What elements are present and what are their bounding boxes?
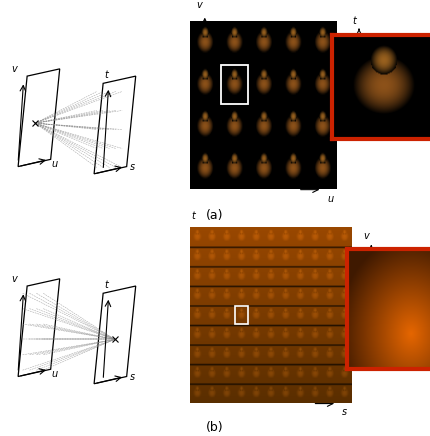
Text: v: v xyxy=(363,231,369,241)
Text: v: v xyxy=(12,274,17,284)
Text: t: t xyxy=(353,16,356,26)
Text: s: s xyxy=(129,162,135,172)
Text: t: t xyxy=(104,280,108,290)
Text: s: s xyxy=(342,407,347,417)
Text: t: t xyxy=(191,211,195,221)
Text: s: s xyxy=(129,372,135,382)
Text: (b): (b) xyxy=(206,421,224,434)
Text: t: t xyxy=(104,70,108,80)
Text: u: u xyxy=(51,368,57,378)
Text: u: u xyxy=(51,159,57,169)
Text: u: u xyxy=(327,194,333,204)
Text: v: v xyxy=(12,65,17,75)
Text: (a): (a) xyxy=(206,209,224,222)
Text: v: v xyxy=(197,0,203,10)
